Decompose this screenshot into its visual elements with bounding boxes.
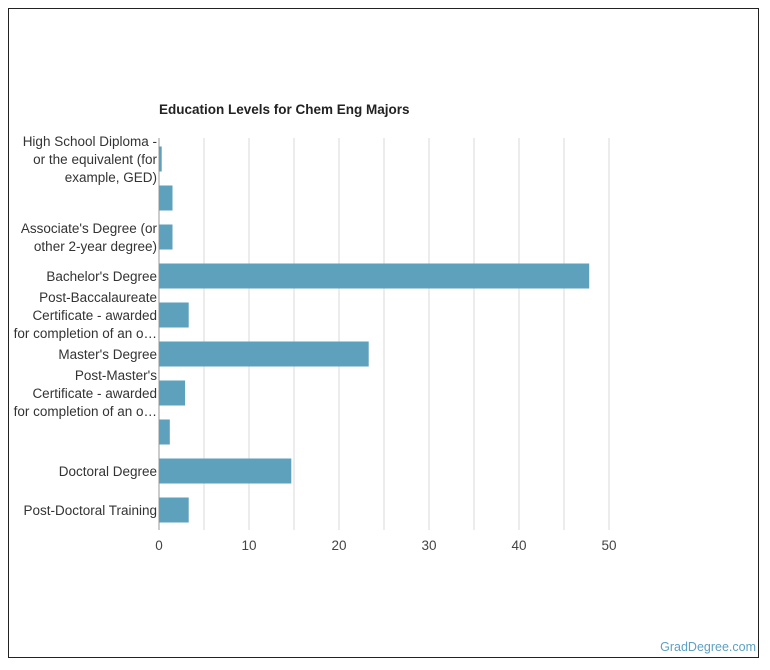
bar[interactable] (159, 380, 186, 406)
category-label-line: Post-Doctoral Training (23, 503, 157, 518)
category-label-line: Bachelor's Degree (46, 269, 157, 284)
x-tick-label: 10 (241, 538, 256, 553)
category-label: Associate's Degree (or other 2-year degre… (21, 221, 158, 254)
category-label-line: High School Diploma - (23, 134, 157, 149)
bar[interactable] (159, 341, 369, 367)
category-label: Master's Degree (58, 347, 157, 362)
category-labels: High School Diploma - or the equivalent (… (14, 134, 158, 518)
category-label: High School Diploma - or the equivalent (… (23, 134, 158, 185)
category-label: Bachelor's Degree (46, 269, 157, 284)
bar[interactable] (159, 185, 173, 211)
category-label-line: Certificate - awarded (32, 308, 157, 323)
bar[interactable] (159, 146, 162, 172)
category-label: Post-Master's Certificate - awarded for co… (14, 368, 158, 419)
bar[interactable] (159, 497, 189, 523)
x-tick-label: 30 (421, 538, 436, 553)
category-label-line: Doctoral Degree (59, 464, 157, 479)
category-label-line: Post-Master's (75, 368, 157, 383)
bars (159, 146, 590, 523)
category-label-line: or the equivalent (for (33, 152, 157, 167)
bar[interactable] (159, 263, 590, 289)
category-label: Post-Doctoral Training (23, 503, 157, 518)
bar[interactable] (159, 302, 189, 328)
category-label-line: Master's Degree (58, 347, 157, 362)
source-credit[interactable]: GradDegree.com (660, 640, 756, 654)
category-label-line: for completion of an o… (14, 404, 157, 419)
bar[interactable] (159, 224, 173, 250)
category-label-line: Certificate - awarded (32, 386, 157, 401)
category-label-line: Associate's Degree (or (21, 221, 158, 236)
category-label-line: Post-Baccalaureate (39, 290, 157, 305)
category-label-line: example, GED) (65, 170, 157, 185)
bar[interactable] (159, 419, 170, 445)
x-tick-label: 20 (331, 538, 346, 553)
x-tick-label: 0 (155, 538, 163, 553)
x-tick-labels: 0 10 20 30 40 50 (155, 538, 616, 553)
category-label: Post-Baccalaureate Certificate - awarded f… (14, 290, 157, 341)
category-label: Doctoral Degree (59, 464, 157, 479)
chart-title: Education Levels for Chem Eng Majors (159, 102, 410, 117)
bar[interactable] (159, 458, 292, 484)
x-tick-label: 40 (511, 538, 526, 553)
category-label-line: other 2-year degree) (34, 239, 157, 254)
x-tick-label: 50 (601, 538, 616, 553)
category-label-line: for completion of an o… (14, 326, 157, 341)
